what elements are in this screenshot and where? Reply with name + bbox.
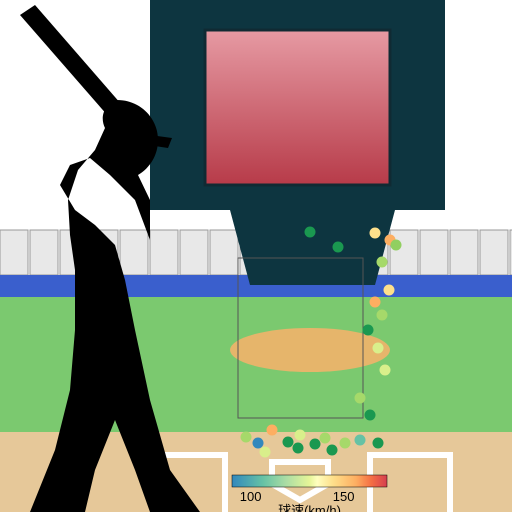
svg-text:150: 150 (333, 489, 355, 504)
pitch-location-chart: 100 150球速(km/h) (0, 0, 512, 512)
legend-title: 球速(km/h) (278, 503, 341, 512)
svg-text:100: 100 (240, 489, 262, 504)
